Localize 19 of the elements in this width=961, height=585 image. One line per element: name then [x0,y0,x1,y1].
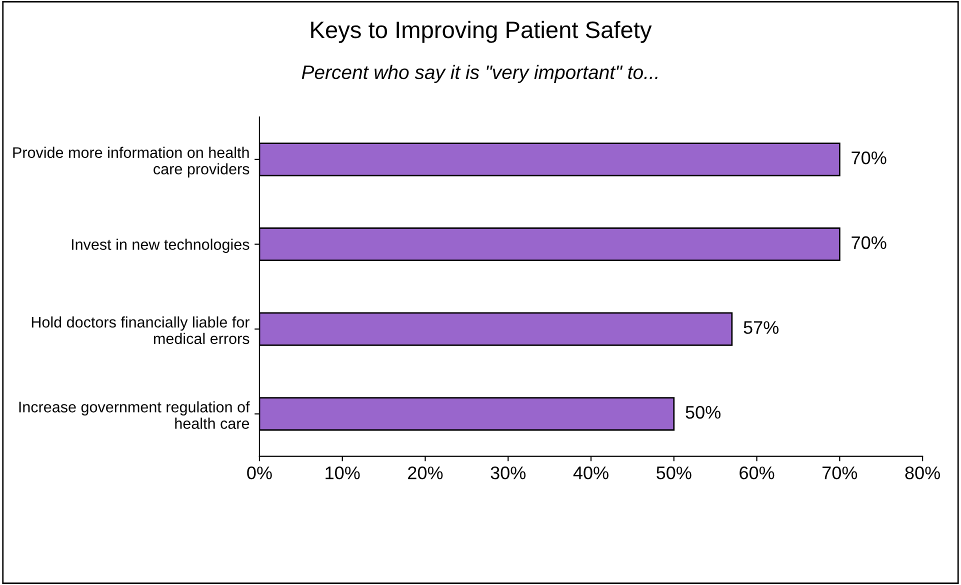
x-tick-label: 40% [573,466,608,480]
x-tick-label: 20% [408,466,443,480]
x-tick-label: 50% [656,466,692,480]
data-label: 70% [852,151,886,164]
y-tick-label: Increase government regulation of health care [19,401,250,429]
x-tick-label: 80% [905,466,940,480]
x-tick-label: 30% [490,466,526,480]
y-tick-label: Provide more information on health care providers [13,146,250,178]
x-tick-label: 10% [326,466,360,480]
x-tick-label: 0% [247,466,272,480]
chart-title: Keys to Improving Patient Safety [311,20,652,43]
y-tick-label: Invest in new technologies [72,238,250,253]
data-label: 70% [852,236,886,250]
data-label: 57% [744,321,779,334]
y-tick-label: Hold doctors financially liable for medical errors [32,316,250,344]
chart-subtitle: Percent who say it is "very important" to... [302,64,658,84]
x-tick-label: 70% [822,466,858,480]
x-tick-label: 60% [740,466,774,480]
data-label: 50% [686,406,721,419]
